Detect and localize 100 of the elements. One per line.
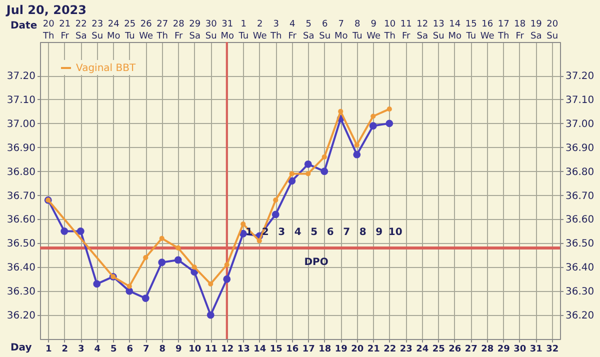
x2-tick-label: 1 Tu <box>238 20 249 42</box>
x2-tick-label: 18 Fr <box>514 20 526 42</box>
x-tick-label: 28 <box>481 344 494 354</box>
point <box>369 122 377 130</box>
x-tick-label: 31 <box>530 344 542 354</box>
x2-tick-label: 23 Su <box>92 20 104 42</box>
annotation: 9 <box>376 226 383 238</box>
x2-tick-label: 7 Mo <box>334 20 348 42</box>
x2-tick-label: 19 Sa <box>530 20 542 42</box>
point <box>256 238 262 244</box>
x-tick-label: 22 <box>384 344 396 354</box>
point <box>159 236 164 241</box>
x2-tick-label: 13 Su <box>432 20 444 42</box>
x2-tick-label: 12 Sa <box>416 20 428 42</box>
y-tick-label: 36.50 <box>6 238 36 250</box>
x-tick-label: 17 <box>302 344 315 354</box>
y-tick-label: 36.30 <box>6 286 36 298</box>
y2-tick-label: 36.20 <box>566 310 594 322</box>
point <box>143 255 148 260</box>
x2-tick-label: 26 We <box>139 20 154 42</box>
chart-title: Jul 20, 2023 <box>5 3 87 17</box>
y2-tick-label: 37.20 <box>566 71 594 82</box>
point <box>158 258 166 266</box>
x-tick-label: 20 <box>351 344 364 354</box>
x-tick-label: 14 <box>254 344 266 354</box>
point <box>224 262 230 268</box>
x-tick-label: 24 <box>416 344 429 354</box>
point <box>192 264 197 270</box>
x-tick-label: 26 <box>448 344 462 354</box>
legend-label: Vaginal BBT <box>76 63 136 74</box>
x2-tick-label: 29 Sa <box>189 20 201 42</box>
x-tick-label: 16 <box>286 344 299 354</box>
x-tick-label: 12 <box>221 344 234 354</box>
x-tick-label: 4 <box>94 344 101 354</box>
x-tick-label: 9 <box>175 344 182 354</box>
y2-tick-label: 36.40 <box>566 262 594 274</box>
x-tick-label: 3 <box>78 344 84 354</box>
point <box>322 154 327 160</box>
y-tick-label: 36.20 <box>6 310 36 322</box>
x-tick-label: 2 <box>62 344 68 354</box>
point <box>206 311 214 319</box>
x2-tick-label: 31 Mo <box>220 20 234 42</box>
annotation: DPO <box>304 256 328 268</box>
point <box>240 221 246 227</box>
point <box>126 287 134 295</box>
point <box>208 281 214 286</box>
x2-tick-label: 3 Th <box>270 20 282 42</box>
x-tick-label: 7 <box>142 344 150 354</box>
x2-tick-label: 11 Fr <box>400 20 412 42</box>
x2-tick-label: 17 Th <box>497 20 510 42</box>
y-tick-label: 36.90 <box>6 142 36 154</box>
y2-tick-label: 37.00 <box>566 118 594 130</box>
point <box>126 284 132 289</box>
x-tick-label: 18 <box>318 344 332 354</box>
point <box>306 171 311 176</box>
x-tick-label: 32 <box>546 344 559 354</box>
y-tick-label: 36.80 <box>6 166 36 178</box>
x2-tick-label: 20 Su <box>546 20 558 42</box>
x-tick-label: 6 <box>126 344 134 354</box>
annotation: 7 <box>343 226 350 238</box>
y-tick-label: 36.40 <box>6 262 36 274</box>
x2-tick-label: 28 Fr <box>172 20 185 42</box>
point <box>273 198 278 203</box>
x-tick-label: 30 <box>514 344 526 354</box>
x2-axis-title: Date <box>10 20 38 32</box>
x2-tick-label: 10 Th <box>383 20 396 42</box>
y-tick-label: 37.20 <box>6 71 36 82</box>
point <box>386 106 392 112</box>
x2-tick-label: 25 Tu <box>124 20 136 42</box>
x-tick-label: 10 <box>188 344 202 354</box>
x2-tick-label: 20 Th <box>42 20 55 42</box>
annotation: 10 <box>388 226 402 238</box>
y2-tick-label: 36.30 <box>566 286 594 298</box>
point <box>93 280 101 288</box>
point <box>320 168 328 176</box>
y2-tick-label: 36.50 <box>566 238 594 250</box>
point <box>176 245 181 251</box>
annotation: 5 <box>310 226 318 238</box>
x-tick-label: 21 <box>367 344 380 354</box>
y-tick-label: 37.10 <box>6 94 36 106</box>
point <box>370 114 376 119</box>
point <box>272 210 280 218</box>
point <box>386 120 394 128</box>
x2-tick-label: 5 Sa <box>303 20 314 42</box>
y-tick-label: 36.60 <box>6 214 36 226</box>
point <box>142 294 150 302</box>
x-tick-label: 13 <box>237 344 250 354</box>
x-tick-label: 29 <box>497 344 510 354</box>
x2-tick-label: 22 Sa <box>75 20 87 42</box>
x-tick-label: 19 <box>334 344 348 354</box>
x2-tick-label: 24 Mo <box>106 20 121 42</box>
x-tick-label: 15 <box>270 344 282 354</box>
x2-tick-label: 2 We <box>252 20 268 42</box>
x2-tick-label: 15 Tu <box>465 20 477 42</box>
point <box>353 150 361 158</box>
x2-tick-label: 8 Tu <box>351 20 362 42</box>
point <box>289 171 294 176</box>
x-tick-label: 25 <box>432 344 445 354</box>
point <box>304 160 312 168</box>
annotation: 6 <box>326 226 334 238</box>
